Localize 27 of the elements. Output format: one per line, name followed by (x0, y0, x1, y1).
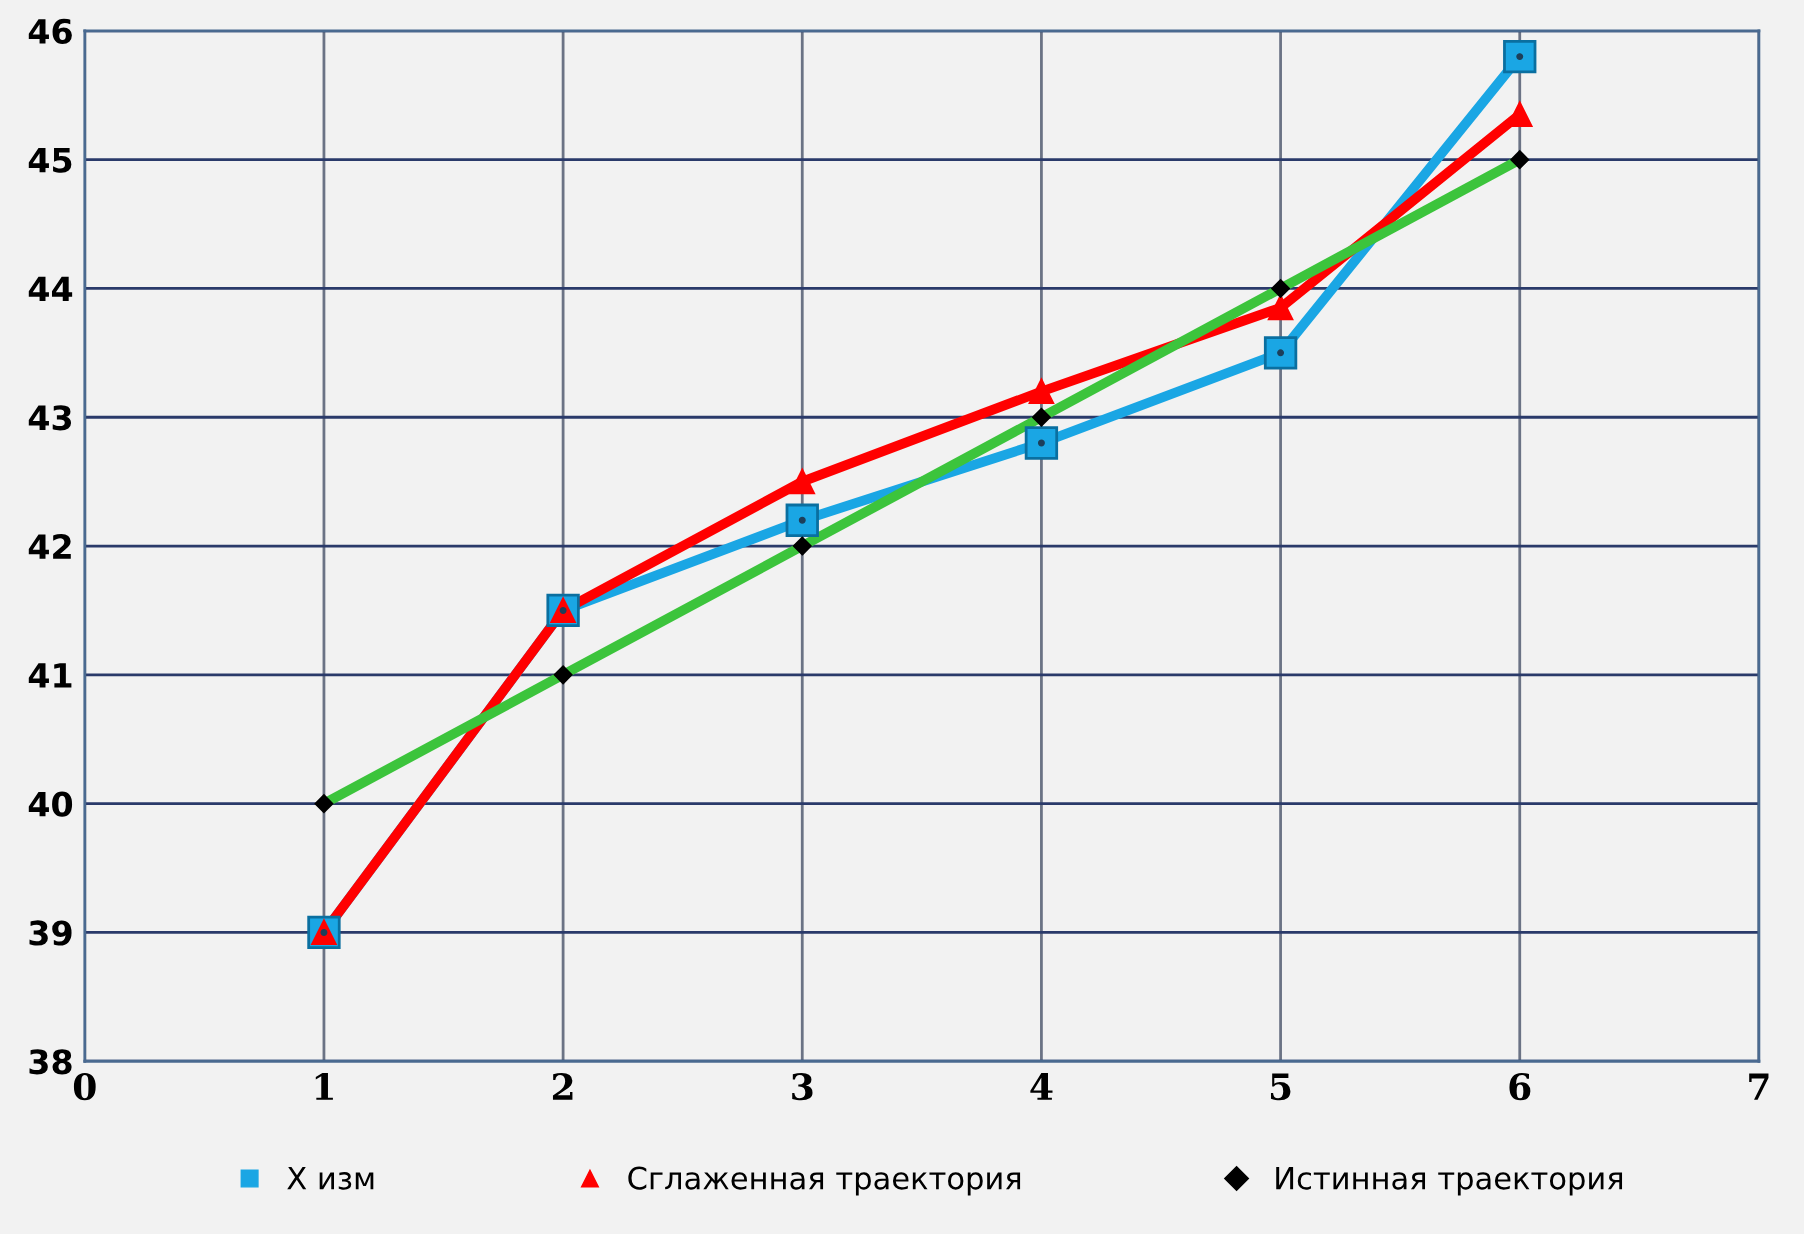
x-tick-label: 1 (315, 1072, 333, 1100)
point (1024, 426, 1059, 460)
y-tick-label: 43 (28, 405, 72, 431)
y-tick-label: 46 (28, 18, 72, 44)
point (789, 469, 815, 495)
x-tick-label: 3 (792, 1072, 813, 1101)
y-tick-label: 45 (28, 148, 72, 173)
point (785, 503, 819, 537)
y-tick-label: 38 (29, 1049, 72, 1075)
point (1263, 336, 1298, 370)
x-tick-label: 0 (73, 1072, 96, 1101)
legend-label: Истинная траектория (1276, 1166, 1623, 1196)
legend-label: Сглаженная траектория (628, 1166, 1021, 1196)
y-tick-label: 40 (28, 791, 73, 817)
legend-label: X изм (287, 1166, 374, 1190)
y-tick-label: 41 (28, 663, 72, 688)
x-tick-label: 6 (1509, 1072, 1531, 1101)
x-tick-label: 5 (1270, 1073, 1291, 1101)
y-tick-label: 44 (28, 276, 73, 302)
y-tick-label: 39 (29, 920, 72, 946)
x-tick-label: 7 (1749, 1073, 1769, 1100)
point (1268, 295, 1294, 321)
x-tick-label: 4 (1030, 1072, 1053, 1100)
point (1503, 39, 1537, 74)
y-tick-label: 42 (28, 533, 71, 559)
x-tick-label: 2 (552, 1072, 573, 1100)
point (1028, 378, 1054, 404)
